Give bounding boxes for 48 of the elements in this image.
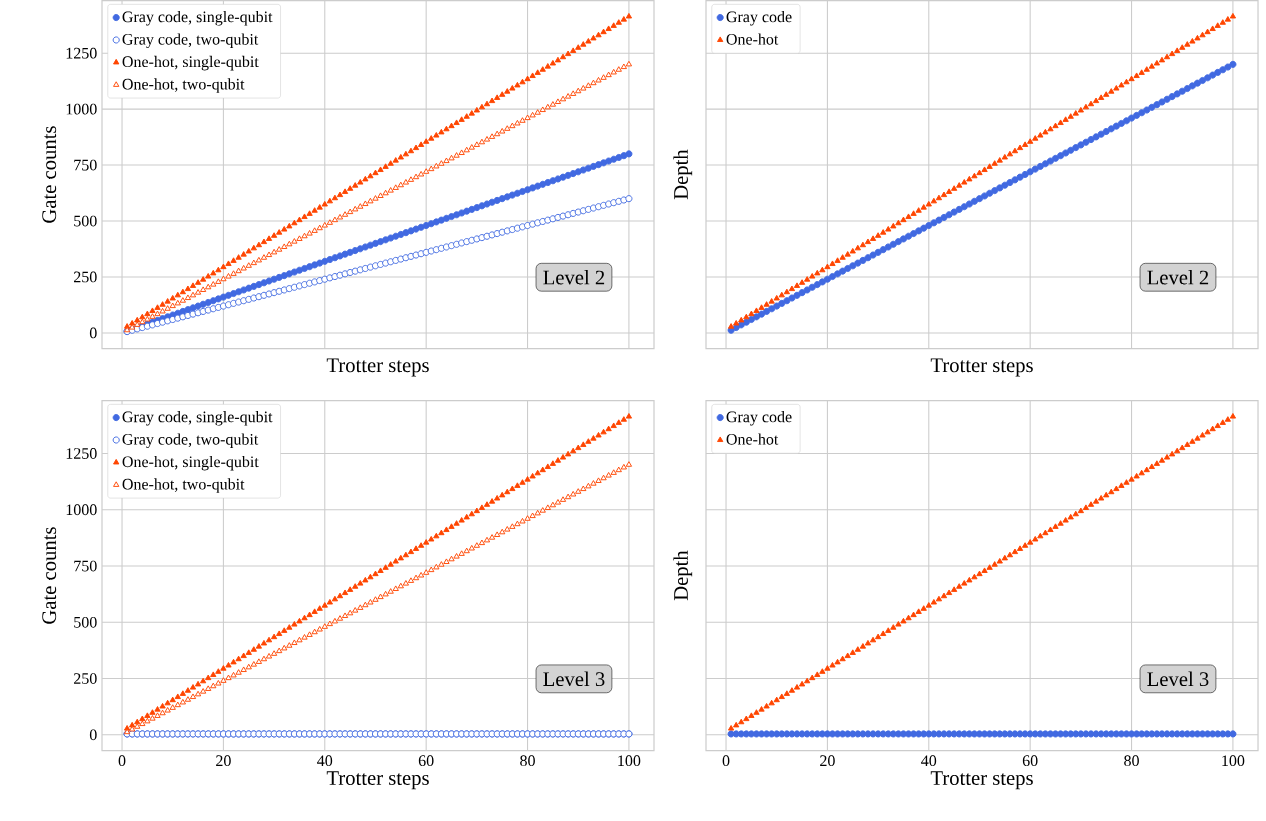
- legend-label: One-hot: [726, 33, 779, 45]
- legend-label: Gray code, two-qubit: [122, 433, 259, 449]
- y-tick-label: 250: [74, 271, 97, 283]
- y-tick-label: 500: [74, 617, 97, 628]
- legend-label: Gray code, single-qubit: [122, 411, 273, 426]
- y-tick-label: 750: [74, 159, 97, 171]
- legend-label: Gray code: [726, 11, 792, 26]
- x-tick-label: 60: [418, 755, 434, 767]
- annotation: Level 3: [1147, 671, 1209, 687]
- annotation: Level 2: [543, 270, 605, 285]
- legend-label: Gray code, single-qubit: [122, 11, 273, 26]
- legend-label: Gray code, two-qubit: [122, 33, 259, 49]
- x-tick-label: 40: [921, 755, 937, 767]
- y-tick-label: 500: [74, 215, 97, 227]
- x-tick-label: 0: [118, 755, 126, 767]
- legend-label: One-hot: [726, 433, 779, 445]
- x-tick-label: 100: [1222, 755, 1245, 767]
- y-axis-title: Gate counts: [42, 527, 57, 625]
- y-tick-label: 0: [89, 729, 97, 741]
- legend-label: One-hot, single-qubit: [122, 56, 259, 71]
- legend-label: One-hot, two-qubit: [122, 78, 245, 94]
- y-axis-title: Gate counts: [42, 126, 57, 223]
- x-axis-title: Trotter steps: [930, 771, 1033, 790]
- y-tick-label: 250: [74, 673, 97, 685]
- annotation: Level 2: [1147, 270, 1209, 285]
- y-axis-title: Depth: [673, 149, 693, 200]
- y-axis-title: Depth: [673, 550, 693, 601]
- legend-label: One-hot, two-qubit: [122, 478, 245, 494]
- legend-label: Gray code: [726, 411, 792, 426]
- x-axis-title: Trotter steps: [930, 358, 1033, 377]
- y-tick-label: 750: [74, 560, 97, 572]
- legend-label: One-hot, single-qubit: [122, 456, 259, 471]
- x-tick-label: 20: [216, 755, 231, 767]
- x-tick-label: 60: [1022, 755, 1038, 767]
- y-tick-label: 1250: [66, 448, 97, 460]
- y-tick-label: 1000: [66, 103, 97, 115]
- x-tick-label: 0: [722, 755, 730, 767]
- x-tick-label: 100: [618, 755, 641, 767]
- x-tick-label: 80: [520, 755, 535, 767]
- x-axis-title: Trotter steps: [326, 771, 429, 790]
- x-axis-title: Trotter steps: [326, 358, 429, 377]
- y-tick-label: 1250: [66, 47, 97, 59]
- y-tick-label: 0: [89, 327, 97, 339]
- x-tick-label: 40: [317, 755, 333, 767]
- annotation: Level 3: [543, 671, 605, 687]
- y-tick-label: 1000: [66, 504, 97, 516]
- x-tick-label: 80: [1124, 755, 1139, 767]
- x-tick-label: 20: [820, 755, 835, 767]
